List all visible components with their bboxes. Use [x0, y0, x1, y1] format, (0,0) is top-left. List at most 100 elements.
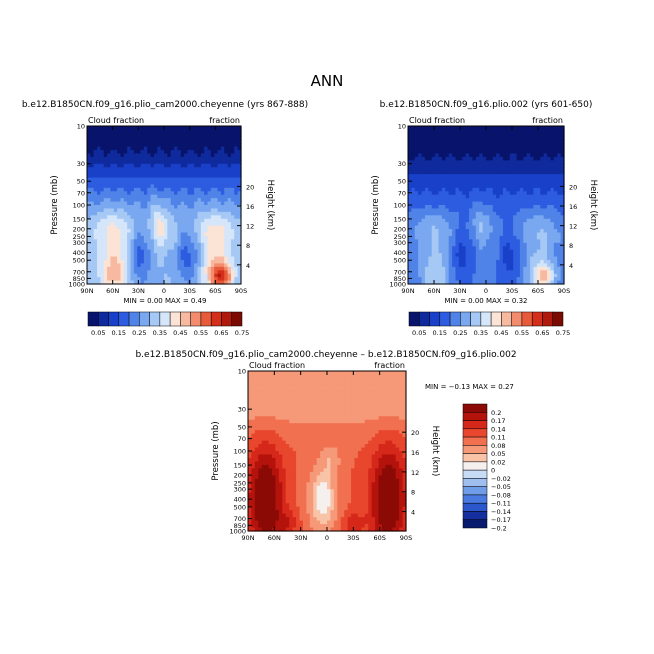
contour-cell — [265, 489, 270, 494]
contour-cell — [87, 246, 91, 251]
contour-cell — [103, 280, 108, 285]
contour-cell — [150, 201, 155, 206]
contour-cell — [227, 235, 232, 240]
contour-cell — [506, 266, 511, 271]
contour-cell — [258, 506, 263, 511]
contour-cell — [204, 277, 209, 282]
contour-cell — [197, 153, 202, 158]
contour-cell — [110, 229, 115, 234]
contour-cell — [553, 277, 558, 282]
contour-cell — [207, 280, 212, 285]
contour-cell — [265, 419, 270, 424]
contour-cell — [543, 235, 548, 240]
contour-cell — [530, 270, 535, 275]
contour-cell — [482, 132, 487, 137]
contour-cell — [110, 201, 115, 206]
contour-cell — [411, 225, 416, 230]
contour-cell — [140, 174, 145, 179]
contour-cell — [465, 126, 470, 131]
contour-cell — [519, 184, 524, 189]
contour-cell — [289, 409, 294, 414]
contour-cell — [472, 198, 477, 203]
contour-cell — [123, 211, 128, 216]
contour-cell — [523, 129, 528, 134]
contour-cell — [475, 249, 480, 254]
contour-cell — [560, 146, 565, 151]
contour-cell — [87, 242, 91, 247]
contour-cell — [553, 256, 558, 261]
contour-cell — [526, 132, 531, 137]
contour-cell — [214, 180, 219, 185]
contour-cell — [499, 211, 504, 216]
contour-cell — [465, 225, 470, 230]
contour-cell — [547, 194, 552, 199]
contour-cell — [272, 419, 277, 424]
contour-cell — [411, 218, 416, 223]
contour-cell — [408, 253, 412, 258]
contour-cell — [200, 136, 205, 141]
contour-cell — [424, 191, 429, 196]
contour-cell — [258, 444, 263, 449]
y-tick-label: 850 — [394, 275, 406, 283]
contour-cell — [234, 132, 239, 137]
contour-cell — [486, 253, 490, 258]
contour-cell — [204, 263, 209, 268]
contour-cell — [224, 266, 229, 271]
contour-cell — [421, 160, 426, 165]
contour-cell — [519, 239, 524, 244]
contour-cell — [261, 517, 266, 522]
contour-cell — [227, 194, 232, 199]
contour-cell — [557, 201, 562, 206]
contour-cell — [210, 174, 215, 179]
contour-cell — [214, 249, 219, 254]
contour-cell — [506, 153, 511, 158]
contour-cell — [187, 277, 192, 282]
contour-cell — [87, 153, 91, 158]
contour-cell — [438, 270, 443, 275]
contour-cell — [110, 177, 115, 182]
contour-cell — [87, 256, 91, 261]
contour-cell — [194, 191, 199, 196]
contour-cell — [530, 170, 535, 175]
contour-cell — [499, 177, 504, 182]
contour-cell — [418, 259, 423, 264]
contour-cell — [120, 235, 125, 240]
contour-cell — [438, 191, 443, 196]
contour-cell — [133, 143, 138, 148]
contour-cell — [499, 273, 504, 278]
contour-cell — [414, 253, 419, 258]
contour-cell — [536, 126, 541, 131]
contour-cell — [137, 239, 142, 244]
contour-cell — [164, 180, 168, 185]
contour-cell — [97, 191, 101, 196]
contour-cell — [475, 191, 480, 196]
contour-cell — [164, 225, 168, 230]
contour-cell — [452, 139, 457, 144]
contour-cell — [275, 510, 280, 515]
contour-cell — [100, 201, 105, 206]
contour-cell — [458, 150, 463, 155]
contour-cell — [248, 444, 253, 449]
contour-cell — [93, 143, 98, 148]
contour-cell — [408, 136, 412, 141]
contour-cell — [220, 146, 225, 151]
contour-cell — [184, 156, 189, 161]
contour-cell — [540, 163, 545, 168]
contour-cell — [210, 253, 215, 258]
contour-cell — [217, 270, 222, 275]
y2-tick-label: 8 — [246, 242, 250, 250]
contour-cell — [217, 259, 222, 264]
contour-cell — [113, 246, 118, 251]
contour-cell — [486, 201, 490, 206]
contour-cell — [428, 184, 433, 189]
contour-cell — [424, 246, 429, 251]
contour-cell — [143, 242, 148, 247]
contour-cell — [204, 270, 209, 275]
contour-cell — [254, 451, 259, 456]
contour-cell — [492, 163, 497, 168]
contour-cell — [177, 150, 182, 155]
contour-cell — [543, 132, 548, 137]
contour-cell — [107, 232, 112, 237]
contour-cell — [230, 194, 235, 199]
contour-cell — [523, 208, 528, 213]
